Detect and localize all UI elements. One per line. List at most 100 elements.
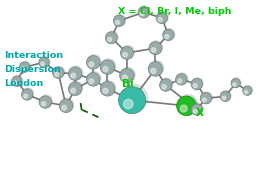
Circle shape [71, 73, 76, 78]
Circle shape [158, 18, 162, 22]
Circle shape [176, 74, 187, 85]
Circle shape [161, 78, 173, 90]
Circle shape [243, 85, 253, 95]
Circle shape [24, 94, 28, 98]
Circle shape [180, 105, 187, 112]
Circle shape [87, 73, 100, 86]
Circle shape [121, 67, 135, 82]
Circle shape [192, 77, 203, 89]
Circle shape [21, 67, 25, 70]
Circle shape [124, 99, 133, 109]
Circle shape [157, 11, 168, 23]
Circle shape [55, 72, 59, 76]
Circle shape [121, 85, 148, 112]
Circle shape [244, 90, 248, 94]
Circle shape [222, 96, 226, 100]
Circle shape [120, 46, 133, 59]
Circle shape [177, 96, 196, 116]
Circle shape [150, 41, 163, 54]
Circle shape [41, 62, 44, 66]
Text: Dispersion: Dispersion [4, 66, 61, 74]
Circle shape [160, 79, 172, 91]
Circle shape [68, 82, 82, 96]
Text: X: X [196, 108, 204, 118]
Circle shape [40, 95, 53, 107]
Circle shape [116, 20, 120, 24]
Circle shape [201, 92, 212, 103]
Circle shape [12, 76, 22, 86]
Circle shape [138, 7, 149, 18]
Circle shape [119, 87, 146, 114]
Circle shape [106, 31, 118, 43]
Circle shape [191, 104, 203, 115]
Circle shape [123, 53, 127, 57]
Circle shape [68, 67, 82, 81]
Text: London: London [4, 80, 43, 88]
Circle shape [88, 72, 101, 85]
Circle shape [149, 61, 164, 75]
Circle shape [202, 98, 206, 102]
Circle shape [20, 61, 31, 71]
Circle shape [40, 56, 50, 67]
Circle shape [233, 83, 236, 86]
Circle shape [103, 88, 108, 93]
Circle shape [148, 62, 163, 76]
Circle shape [193, 109, 197, 113]
Circle shape [62, 105, 67, 110]
Circle shape [163, 28, 175, 40]
Circle shape [21, 89, 33, 100]
Circle shape [191, 78, 203, 90]
Circle shape [19, 62, 30, 72]
Circle shape [87, 56, 100, 69]
Circle shape [103, 67, 108, 72]
Circle shape [53, 67, 64, 78]
Text: Bi: Bi [122, 79, 134, 89]
Circle shape [100, 82, 115, 96]
Circle shape [105, 32, 117, 44]
Circle shape [22, 88, 34, 99]
Circle shape [231, 78, 240, 88]
Circle shape [60, 98, 74, 112]
Circle shape [53, 66, 65, 78]
Circle shape [13, 81, 17, 84]
Circle shape [121, 46, 134, 58]
Circle shape [232, 78, 241, 87]
Circle shape [69, 66, 83, 79]
Circle shape [59, 99, 73, 113]
Circle shape [139, 6, 150, 17]
Circle shape [193, 84, 197, 88]
Circle shape [220, 91, 231, 101]
Circle shape [100, 60, 115, 74]
Circle shape [176, 73, 188, 84]
Circle shape [221, 90, 231, 101]
Circle shape [192, 103, 203, 115]
Circle shape [162, 85, 166, 89]
Circle shape [108, 37, 112, 42]
Circle shape [165, 35, 169, 39]
Circle shape [122, 75, 127, 80]
Circle shape [178, 79, 182, 83]
Circle shape [114, 14, 126, 26]
Circle shape [243, 86, 252, 95]
Circle shape [140, 12, 144, 16]
Circle shape [39, 96, 52, 108]
Circle shape [101, 59, 116, 73]
Text: Interaction: Interaction [4, 51, 63, 60]
Circle shape [41, 102, 46, 106]
Circle shape [71, 88, 76, 93]
Circle shape [120, 68, 134, 83]
Circle shape [149, 42, 162, 55]
Circle shape [101, 81, 116, 95]
Circle shape [200, 93, 212, 104]
Circle shape [69, 81, 83, 94]
Circle shape [151, 68, 156, 74]
Circle shape [163, 29, 174, 41]
Circle shape [89, 79, 94, 84]
Circle shape [89, 62, 94, 67]
Circle shape [88, 55, 101, 68]
Circle shape [178, 94, 198, 114]
Circle shape [156, 12, 168, 24]
Text: X = Cl, Br, I, Me, biph: X = Cl, Br, I, Me, biph [118, 6, 232, 15]
Circle shape [39, 57, 49, 67]
Circle shape [12, 75, 23, 86]
